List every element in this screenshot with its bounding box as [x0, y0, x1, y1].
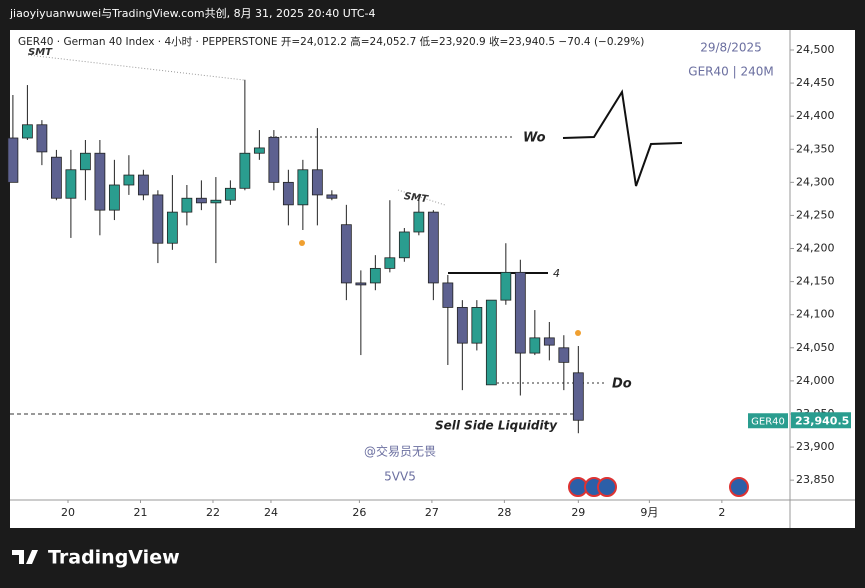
event-icons [568, 477, 749, 497]
candle-body [36, 124, 48, 153]
do-label: Do [612, 377, 632, 392]
smt-line [397, 189, 446, 206]
candle-body [282, 181, 294, 206]
candle-body [413, 211, 425, 233]
event-icon[interactable] [729, 477, 749, 497]
candle-body [456, 307, 468, 344]
y-tick-label: 24,250 [796, 208, 835, 221]
x-tick-label: 24 [264, 506, 278, 519]
projection-path [562, 89, 683, 187]
candle-body [369, 267, 381, 284]
x-tick-label: 29 [571, 506, 585, 519]
candles [7, 79, 584, 434]
y-tick-label: 24,000 [796, 374, 835, 387]
marker-dot [575, 330, 581, 336]
date-note: 29/8/2025 [700, 41, 762, 55]
candle-body [384, 257, 396, 269]
candle-body [166, 211, 178, 244]
candle-body [355, 282, 367, 286]
chart-panel [10, 30, 790, 528]
y-tick-label: 23,900 [796, 440, 835, 453]
candle-body [210, 199, 222, 204]
watermark: 5VV5 [384, 470, 416, 484]
candle-body [427, 211, 439, 284]
header: jiaoyiyuanwuwei与TradingView.com共创, 8月 31… [9, 7, 376, 20]
candle-body [471, 307, 483, 344]
candle-body [195, 197, 207, 204]
x-tick-label: 21 [133, 506, 147, 519]
y-tick-label: 24,050 [796, 341, 835, 354]
x-tick-label: 22 [206, 506, 220, 519]
candle-body [297, 169, 309, 206]
candle-body [253, 147, 265, 154]
y-tick-label: 24,350 [796, 142, 835, 155]
x-tick-label: 2 [718, 506, 725, 519]
candle-body [529, 337, 541, 354]
candle-body [137, 174, 149, 196]
candle-body [485, 299, 497, 386]
candle-body [79, 152, 91, 171]
candle-body [108, 184, 120, 211]
candle-body [239, 152, 251, 189]
marker-dot [299, 240, 305, 246]
price-label: 23,940.5 [795, 414, 849, 427]
annotations: SMT Wo SMT 4 Do Sell Side Liquidity [10, 47, 683, 433]
smt-label: SMT [403, 191, 429, 205]
smt-line [27, 54, 245, 81]
candle-body [21, 124, 33, 139]
x-tick-label: 20 [61, 506, 75, 519]
level-label: 4 [553, 267, 560, 280]
candle-body [94, 152, 106, 211]
candle-body [7, 137, 19, 183]
price-box [791, 412, 851, 429]
y-tick-label: 24,200 [796, 242, 835, 255]
y-tick-label: 24,400 [796, 109, 835, 122]
smt-label: SMT [28, 47, 53, 58]
x-tick-label: 26 [352, 506, 366, 519]
candle-body [268, 136, 280, 183]
candle-body [326, 194, 338, 199]
price-symbol-box [748, 413, 788, 429]
candle-body [572, 372, 584, 421]
event-icon[interactable] [597, 477, 617, 497]
x-tick-label: 28 [497, 506, 511, 519]
y-tick-label: 24,300 [796, 175, 835, 188]
candle-body [152, 194, 164, 244]
candle-body [500, 271, 512, 301]
candle-body [181, 197, 193, 213]
candle-body [50, 156, 62, 199]
y-tick-label: 23,850 [796, 473, 835, 486]
legend: GER40 · German 40 Index · 4小时 · PEPPERST… [18, 35, 644, 48]
candle-body [65, 169, 77, 199]
y-tick-label: 24,500 [796, 43, 835, 56]
candle-body [311, 169, 323, 196]
candle-body [123, 174, 135, 186]
candle-body [543, 337, 555, 346]
candle-body [224, 187, 236, 201]
y-tick-label: 24,150 [796, 275, 835, 288]
candle-body [514, 271, 526, 354]
candle-body [340, 224, 352, 284]
wo-label: Wo [523, 131, 546, 146]
y-tick-label: 24,450 [796, 76, 835, 89]
candle-body [442, 282, 454, 308]
symbol-note: GER40 | 240M [688, 65, 773, 79]
x-tick-label: 9月 [640, 506, 658, 519]
logo: TradingView [12, 547, 180, 569]
x-tick-label: 27 [425, 506, 439, 519]
logo-icon [12, 550, 38, 564]
price-symbol: GER40 [751, 416, 785, 427]
candle-body [398, 231, 410, 259]
watermark: @交易员无畏 [364, 444, 436, 459]
y-tick-label: 24,100 [796, 308, 835, 321]
logo-text: TradingView [48, 547, 180, 569]
ssl-label: Sell Side Liquidity [435, 419, 558, 433]
price-axis [790, 30, 855, 528]
candle-body [558, 347, 570, 363]
